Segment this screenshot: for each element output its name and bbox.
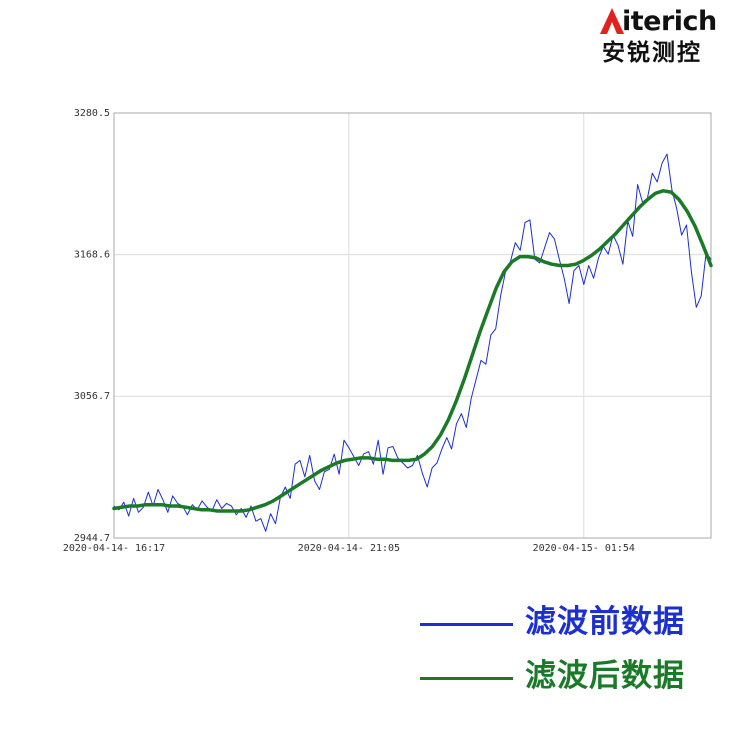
- logo-text-en: iterich: [622, 6, 717, 37]
- legend-label-raw: 滤波前数据: [525, 604, 685, 640]
- x-tick-label: 2020-04-14- 21:05: [298, 543, 400, 554]
- logo-a-mark: [600, 8, 624, 34]
- aiterich-logo: iterich 安锐测控: [600, 6, 740, 66]
- y-tick-label: 3280.5: [74, 108, 110, 119]
- logo-text-cn: 安锐测控: [602, 40, 702, 66]
- y-tick-label: 2944.7: [74, 533, 110, 544]
- x-axis-ticks: 2020-04-14- 16:17 2020-04-14- 21:05 2020-0…: [63, 543, 635, 554]
- x-tick-label: 2020-04-14- 16:17: [63, 543, 165, 554]
- legend-item-filtered: 滤波后数据: [420, 655, 740, 695]
- plot-frame: [113, 112, 712, 539]
- line-chart: 3280.5 3168.6 3056.7 2944.7 2020-04-14- 16:…: [63, 108, 713, 554]
- chart-series: [112, 153, 713, 532]
- y-tick-label: 3056.7: [74, 391, 110, 402]
- x-tick-label: 2020-04-15- 01:54: [533, 543, 635, 554]
- y-axis-ticks: 3280.5 3168.6 3056.7 2944.7: [74, 108, 110, 544]
- series-line-filtered: [112, 189, 713, 513]
- legend-label-filtered: 滤波后数据: [525, 658, 685, 694]
- y-tick-label: 3168.6: [74, 250, 110, 261]
- legend-line-raw: [420, 623, 513, 626]
- series-line-raw: [113, 153, 712, 532]
- chart-grid: [114, 113, 711, 538]
- legend-line-filtered: [420, 677, 513, 680]
- legend-item-raw: 滤波前数据: [420, 601, 740, 641]
